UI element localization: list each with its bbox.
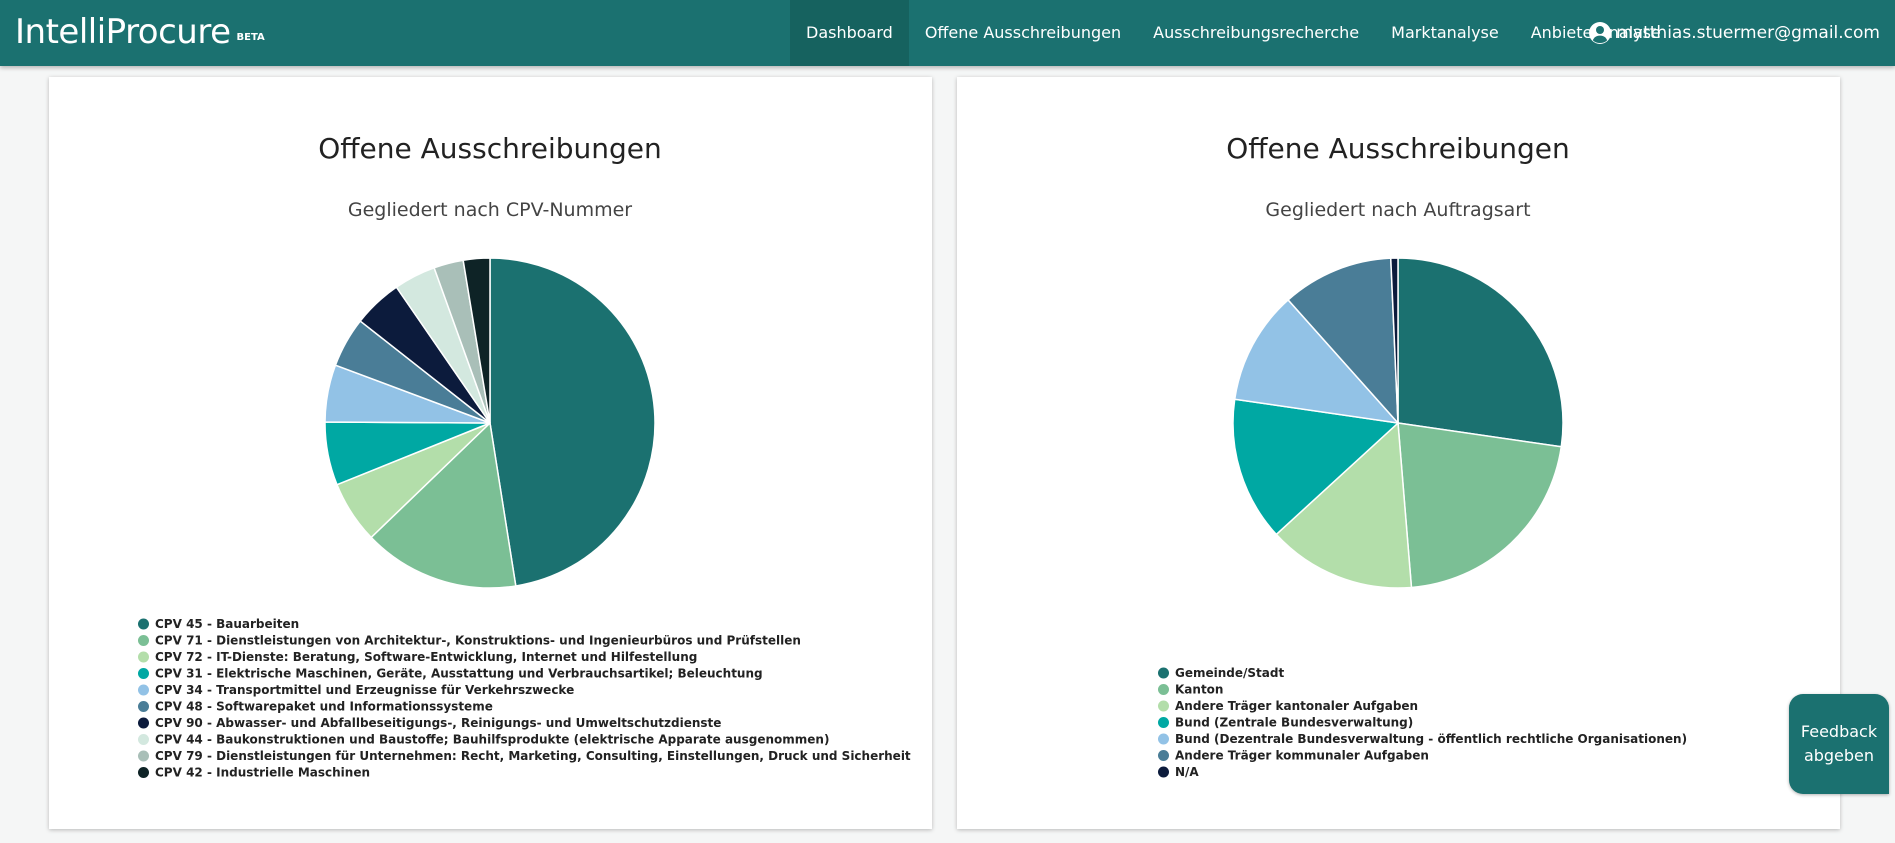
- legend-label[interactable]: Bund (Zentrale Bundesverwaltung): [1175, 716, 1413, 730]
- pie-slice[interactable]: [1397, 422, 1563, 589]
- chart-card-cpv: Offene Ausschreibungen Gegliedert nach CP…: [49, 77, 932, 829]
- pie-slice[interactable]: [1232, 398, 1400, 536]
- nav-dashboard[interactable]: Dashboard: [790, 0, 909, 66]
- legend-label[interactable]: Kanton: [1175, 683, 1223, 697]
- legend-marker[interactable]: [1158, 717, 1169, 728]
- brand-logo[interactable]: IntelliProcure BETA: [15, 12, 265, 52]
- legend-label[interactable]: CPV 72 - IT-Dienste: Beratung, Software-…: [155, 650, 697, 664]
- pie-slices: [1232, 257, 1564, 589]
- legend-marker[interactable]: [1158, 684, 1169, 695]
- pie-slice[interactable]: [1287, 257, 1399, 426]
- legend-label[interactable]: CPV 71 - Dienstleistungen von Architektu…: [155, 634, 801, 648]
- pie-slices: [324, 257, 656, 589]
- chart-title: Offene Ausschreibungen: [1226, 132, 1570, 165]
- legend-label[interactable]: N/A: [1175, 765, 1199, 779]
- pie-slice[interactable]: [1233, 298, 1400, 425]
- pie-chart-cpv: Offene Ausschreibungen Gegliedert nach CP…: [138, 132, 911, 780]
- navbar: IntelliProcure BETA Dashboard Offene Auss…: [0, 0, 1895, 66]
- pie-chart-auftragsart: Offene Ausschreibungen Gegliedert nach Au…: [1158, 132, 1687, 779]
- chart-title: Offene Ausschreibungen: [318, 132, 662, 165]
- user-menu[interactable]: matthias.stuermer@gmail.com: [1588, 0, 1880, 66]
- legend-marker[interactable]: [138, 717, 149, 729]
- pie-slice[interactable]: [489, 257, 656, 587]
- main-nav: Dashboard Offene Ausschreibungen Ausschr…: [790, 0, 1677, 66]
- pie-slice[interactable]: [1389, 257, 1399, 424]
- chart-subtitle: Gegliedert nach Auftragsart: [1265, 199, 1530, 221]
- legend-label[interactable]: CPV 45 - Bauarbeiten: [155, 617, 299, 631]
- pie-slice[interactable]: [462, 257, 491, 424]
- legend-marker[interactable]: [138, 750, 149, 762]
- user-circle-icon: [1589, 22, 1612, 44]
- legend-marker[interactable]: [1158, 733, 1169, 745]
- pie-slice[interactable]: [370, 421, 517, 589]
- legend-marker[interactable]: [138, 767, 149, 778]
- legend-marker[interactable]: [138, 701, 149, 712]
- feedback-button[interactable]: Feedback abgeben: [1789, 694, 1889, 794]
- chart-legend: Gemeinde/Stadt Kanton Andere Träger kanton…: [1158, 666, 1687, 779]
- legend-marker[interactable]: [138, 651, 149, 663]
- nav-offene-ausschreibungen[interactable]: Offene Ausschreibungen: [924, 23, 1122, 42]
- legend-marker[interactable]: [138, 635, 149, 646]
- legend-label[interactable]: CPV 42 - Industrielle Maschinen: [155, 766, 370, 780]
- pie-slice[interactable]: [1275, 421, 1413, 589]
- legend-label[interactable]: Gemeinde/Stadt: [1175, 666, 1284, 680]
- legend-marker[interactable]: [1158, 700, 1169, 712]
- nav-ausschreibungsrecherche[interactable]: Ausschreibungsrecherche: [1153, 23, 1360, 42]
- legend-label[interactable]: Andere Träger kommunaler Aufgaben: [1175, 749, 1429, 763]
- chart-card-auftragsart: Offene Ausschreibungen Gegliedert nach Au…: [957, 77, 1840, 829]
- legend-label[interactable]: CPV 90 - Abwasser- und Abfallbeseitigung…: [155, 716, 721, 730]
- user-email: matthias.stuermer@gmail.com: [1616, 23, 1880, 43]
- feedback-label-line1: Feedback: [1800, 722, 1878, 741]
- legend-marker[interactable]: [1158, 667, 1169, 679]
- legend-marker[interactable]: [138, 734, 149, 745]
- legend-label[interactable]: CPV 48 - Softwarepaket und Informationss…: [155, 700, 493, 714]
- legend-label[interactable]: CPV 44 - Baukonstruktionen und Baustoffe…: [155, 733, 829, 747]
- feedback-label-line2: abgeben: [1803, 746, 1875, 765]
- chart-legend: CPV 45 - Bauarbeiten CPV 71 - Dienstleist…: [138, 617, 911, 780]
- legend-label[interactable]: Andere Träger kantonaler Aufgaben: [1175, 699, 1418, 713]
- legend-marker[interactable]: [138, 618, 149, 630]
- legend-label[interactable]: Bund (Dezentrale Bundesverwaltung - öffe…: [1175, 732, 1687, 746]
- legend-marker[interactable]: [138, 668, 149, 679]
- pie-slice[interactable]: [1397, 257, 1564, 448]
- legend-label[interactable]: CPV 31 - Elektrische Maschinen, Geräte, …: [155, 667, 763, 681]
- chart-subtitle: Gegliedert nach CPV-Nummer: [348, 199, 632, 221]
- beta-badge: BETA: [236, 32, 265, 43]
- legend-marker[interactable]: [138, 684, 149, 696]
- brand-name[interactable]: IntelliProcure: [15, 12, 231, 52]
- legend-marker[interactable]: [1158, 750, 1169, 761]
- legend-label[interactable]: CPV 34 - Transportmittel und Erzeugnisse…: [155, 683, 574, 697]
- legend-label[interactable]: CPV 79 - Dienstleistungen für Unternehme…: [155, 749, 911, 763]
- nav-marktanalyse[interactable]: Marktanalyse: [1391, 23, 1499, 42]
- legend-marker[interactable]: [1158, 766, 1169, 778]
